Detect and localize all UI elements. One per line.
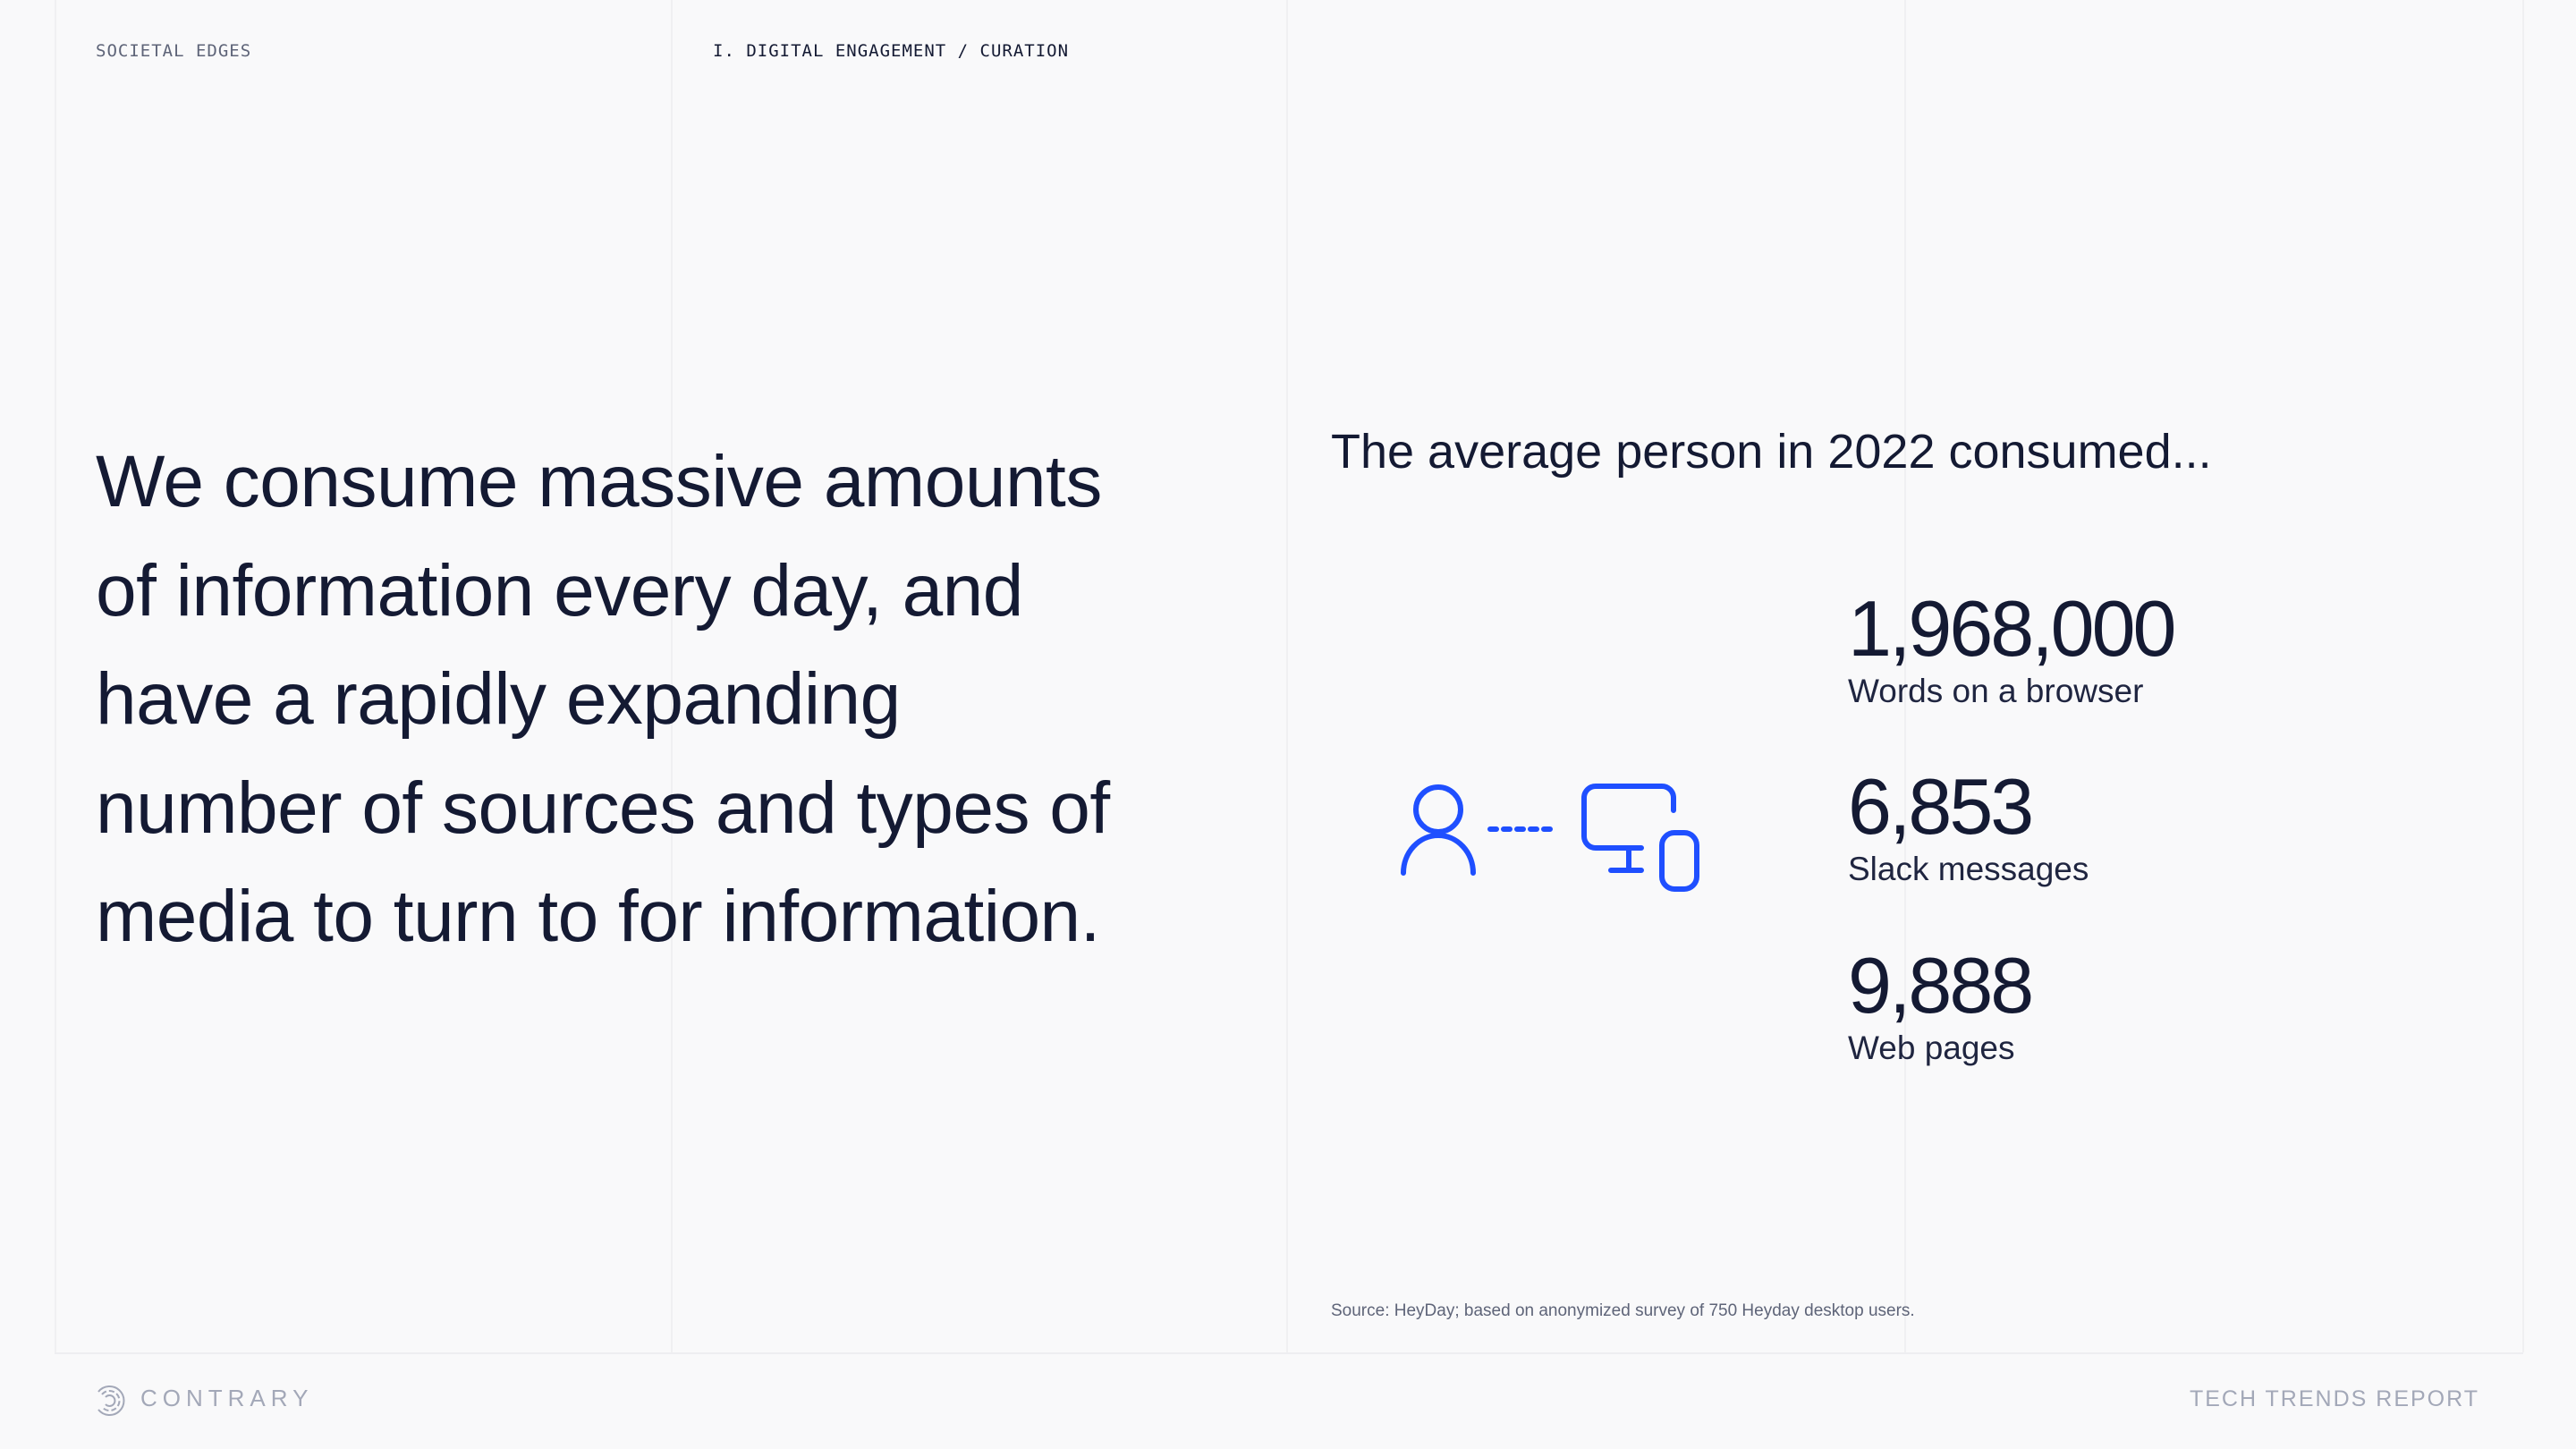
person-icon-body [1401,833,1476,876]
contrary-logo-icon [97,1385,125,1416]
grid-line [1286,0,1288,1352]
breadcrumb: I. DIGITAL ENGAGEMENT / CURATION [713,41,1070,61]
grid-line [2522,0,2524,1352]
stat-label: Web pages [1848,1030,2015,1066]
stat-value: 9,888 [1848,941,2034,1030]
source-note: Source: HeyDay; based on anonymized surv… [1331,1301,1915,1320]
stat-words: 1,968,000 Words on a browser [1848,584,2176,711]
stat-web-pages: 9,888 Web pages [1848,941,2034,1068]
footer-divider [55,1352,2523,1354]
stat-label: Slack messages [1848,851,2089,887]
monitor-icon [1581,784,1676,873]
grid-line [671,0,673,1352]
report-title: TECH TRENDS REPORT [2189,1386,2479,1411]
stat-label: Words on a browser [1848,673,2144,709]
section-label: SOCIETAL EDGES [96,41,252,61]
brand-name: CONTRARY [140,1385,314,1411]
stat-value: 1,968,000 [1848,584,2176,673]
stat-value: 6,853 [1848,762,2034,851]
stats-title: The average person in 2022 consumed... [1331,425,2212,479]
person-to-devices-icon [1401,784,1699,892]
grid-line [1904,0,1906,1352]
grid-line [55,0,56,1352]
headline: We consume massive amounts of informatio… [96,441,1110,957]
phone-icon [1659,830,1699,892]
stat-slack: 6,853 Slack messages [1848,764,2089,889]
person-icon-head [1413,784,1463,835]
